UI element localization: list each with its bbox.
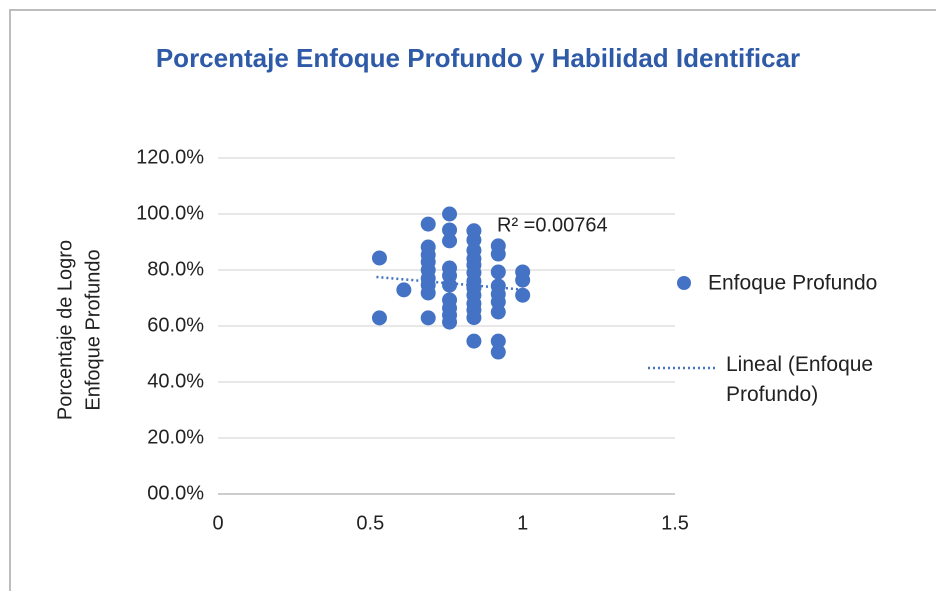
point	[515, 272, 531, 288]
y-axis-label: Enfoque Profundo	[82, 249, 104, 410]
point	[490, 344, 506, 360]
point	[396, 282, 412, 298]
x-tick-label: 1.5	[661, 512, 689, 534]
legend-marker	[677, 276, 691, 290]
y-tick-label: 20.0%	[147, 426, 204, 448]
point	[420, 216, 436, 232]
y-tick-label: 120.0%	[136, 146, 204, 168]
y-tick-label: 60.0%	[147, 314, 204, 336]
point	[515, 287, 531, 303]
point	[371, 250, 387, 266]
x-tick-label: 1	[517, 512, 528, 534]
y-tick-label: 00.0%	[147, 482, 204, 504]
legend-label: Lineal (Enfoque Profundo)	[726, 353, 874, 406]
point	[442, 277, 458, 293]
point	[490, 246, 506, 262]
chart-title: Porcentaje Enfoque Profundo y Habilidad …	[156, 43, 800, 73]
y-tick-label: 80.0%	[147, 258, 204, 280]
point	[466, 310, 482, 326]
point	[466, 333, 482, 349]
x-tick-label: 0.5	[356, 512, 384, 534]
point	[371, 310, 387, 326]
y-tick-label: 40.0%	[147, 370, 204, 392]
legend-label: Enfoque Profundo	[708, 272, 877, 295]
point	[420, 310, 436, 326]
point	[490, 333, 506, 349]
point	[466, 232, 482, 248]
legend-label-box: Lineal (Enfoque Profundo)	[726, 353, 874, 406]
point	[442, 233, 458, 249]
point	[442, 206, 458, 222]
point	[442, 222, 458, 238]
y-axis-label: Porcentaje de Logro	[54, 240, 76, 420]
point	[490, 264, 506, 280]
annotation: R² =0.00764	[497, 214, 608, 236]
y-tick-label: 100.0%	[136, 202, 204, 224]
x-tick-label: 0	[212, 512, 223, 534]
point	[420, 285, 436, 301]
point	[442, 314, 458, 330]
point	[490, 304, 506, 320]
